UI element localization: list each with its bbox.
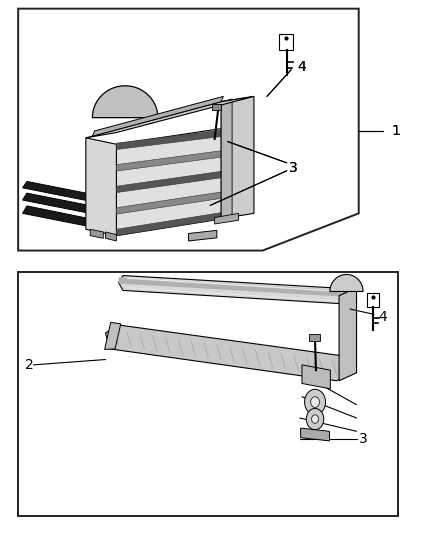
Text: 4: 4 xyxy=(378,310,387,324)
Polygon shape xyxy=(106,232,117,241)
Polygon shape xyxy=(221,96,254,219)
Polygon shape xyxy=(117,171,223,192)
Polygon shape xyxy=(339,288,357,381)
Polygon shape xyxy=(117,150,223,171)
Circle shape xyxy=(304,389,325,415)
Polygon shape xyxy=(330,274,363,292)
Polygon shape xyxy=(300,428,329,441)
Circle shape xyxy=(311,415,318,423)
Bar xyxy=(212,104,221,110)
Text: 3: 3 xyxy=(289,161,297,175)
Polygon shape xyxy=(90,229,103,238)
Polygon shape xyxy=(117,212,223,236)
Polygon shape xyxy=(221,99,232,219)
Circle shape xyxy=(306,408,324,430)
Text: 4: 4 xyxy=(297,60,306,74)
Text: 2: 2 xyxy=(25,358,33,372)
Bar xyxy=(309,334,320,341)
Text: 3: 3 xyxy=(359,432,367,446)
Polygon shape xyxy=(22,193,108,216)
Polygon shape xyxy=(92,86,158,118)
Text: 3: 3 xyxy=(289,161,297,175)
Polygon shape xyxy=(106,325,350,381)
Polygon shape xyxy=(117,128,223,236)
Polygon shape xyxy=(92,96,223,136)
Polygon shape xyxy=(86,138,117,236)
Polygon shape xyxy=(367,293,379,307)
Polygon shape xyxy=(22,181,108,204)
Polygon shape xyxy=(117,130,223,150)
Text: 1: 1 xyxy=(392,124,400,138)
Polygon shape xyxy=(86,96,254,138)
Text: 1: 1 xyxy=(392,124,400,138)
Polygon shape xyxy=(188,230,217,241)
Polygon shape xyxy=(18,9,359,251)
Polygon shape xyxy=(119,276,350,304)
Polygon shape xyxy=(22,206,108,229)
Polygon shape xyxy=(215,213,239,224)
Polygon shape xyxy=(119,277,346,297)
Polygon shape xyxy=(105,322,121,350)
Circle shape xyxy=(311,397,319,407)
Polygon shape xyxy=(279,34,293,50)
Text: 4: 4 xyxy=(297,60,306,74)
Polygon shape xyxy=(302,365,330,389)
Bar xyxy=(18,272,398,516)
Polygon shape xyxy=(117,192,223,214)
